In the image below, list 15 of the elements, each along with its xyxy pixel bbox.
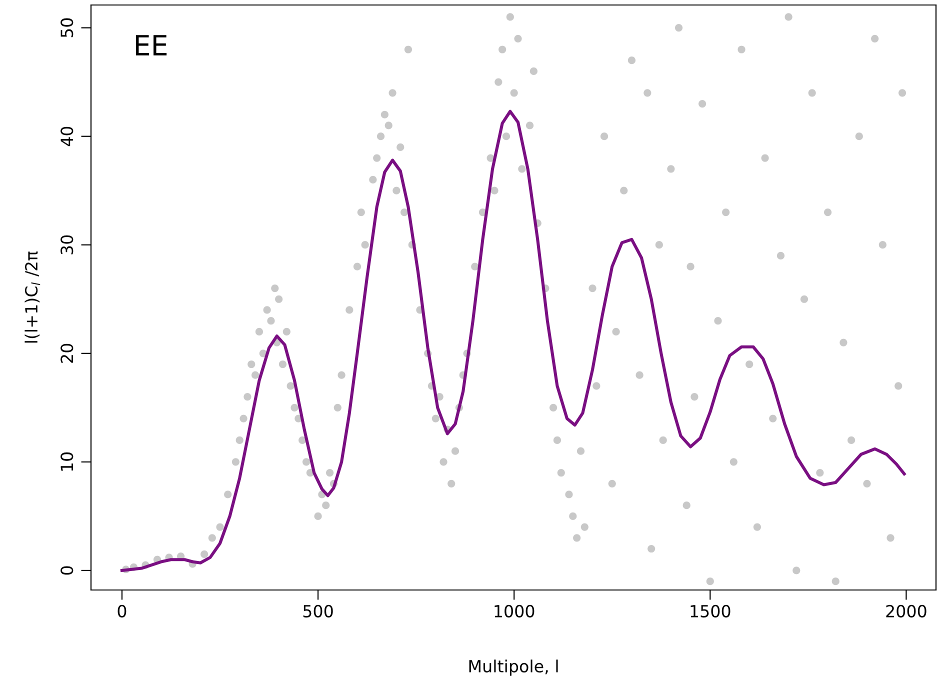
x-tick-label: 2000 xyxy=(886,604,926,618)
y-tick-label: 30 xyxy=(60,235,74,254)
line-series xyxy=(120,110,906,572)
x-tick-label: 1500 xyxy=(690,604,730,618)
y-tick-label: 10 xyxy=(60,452,74,471)
x-axis-title: Multipole, l xyxy=(469,660,558,676)
y-tick-label: 40 xyxy=(60,126,74,146)
x-tick-label: 500 xyxy=(303,604,333,618)
annotation: EE xyxy=(136,35,167,56)
y-axis-title: l(l+1)C$_{l}$ /2π xyxy=(24,251,40,343)
x-tick-label: 0 xyxy=(118,604,126,618)
y-tick-label: 20 xyxy=(60,344,74,363)
x-tick-label: 1000 xyxy=(494,604,534,618)
y-tick-label: 0 xyxy=(60,566,74,575)
y-tick-label: 50 xyxy=(60,18,74,38)
